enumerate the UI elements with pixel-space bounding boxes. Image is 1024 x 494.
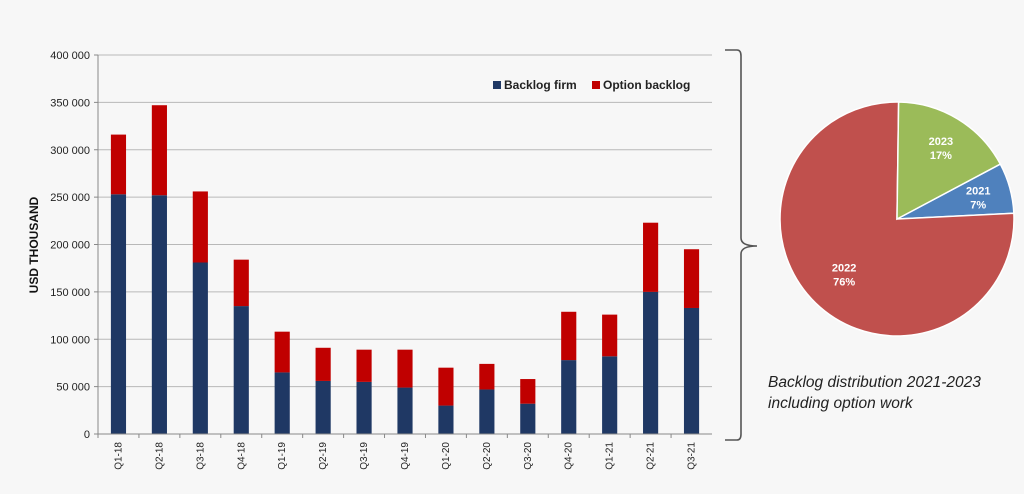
legend-swatch (493, 81, 501, 89)
y-tick-label: 200 000 (50, 240, 90, 252)
x-tick-label: Q2-19 (318, 442, 329, 470)
bar-backlog-firm (643, 291, 659, 434)
pie-label-year: 2022 (832, 263, 856, 275)
bar-option-backlog (520, 379, 536, 404)
stacked-bar-chart: 0 50 000 100 000 150 000 200 000 250 000 300 0… (27, 50, 712, 470)
bar-option-backlog (110, 134, 127, 195)
bar-option-backlog (356, 349, 372, 382)
gridlines (98, 54, 712, 388)
x-tick-label: Q2-21 (646, 442, 657, 470)
pie-label-percent: 76% (833, 277, 855, 289)
bar-option-backlog (397, 349, 413, 388)
y-axis-ticks: 0 50 000 100 000 150 000 200 000 250 000 300 0… (50, 50, 98, 441)
bar-option-backlog (151, 105, 167, 196)
pie-label-percent: 17% (930, 150, 952, 162)
x-tick-label: Q1-19 (277, 442, 288, 470)
pie-slice-2023 (896, 101, 1002, 221)
bar-option-backlog (192, 191, 208, 263)
x-tick-label: Q1-20 (441, 442, 452, 470)
legend-swatch (592, 81, 600, 89)
y-tick-label: 100 000 (50, 334, 90, 346)
bar-backlog-firm (561, 360, 577, 434)
bar-backlog-firm (233, 306, 249, 434)
bar-backlog-firm (315, 380, 331, 434)
x-tick-label: Q3-19 (359, 442, 370, 470)
y-tick-label: 250 000 (50, 192, 90, 204)
bar-option-backlog (479, 363, 495, 390)
bar-backlog-firm (110, 194, 127, 434)
bar-option-backlog (683, 249, 700, 308)
pie-caption: Backlog distribution 2021-2023 including… (768, 372, 1018, 414)
bar-backlog-firm (438, 405, 454, 434)
bar-backlog-firm (274, 372, 290, 434)
y-axis-title: USD THOUSAND (27, 196, 41, 293)
x-tick-label: Q4-20 (564, 442, 575, 470)
x-tick-label: Q4-19 (400, 442, 411, 470)
pie-label-year: 2023 (929, 136, 953, 148)
x-tick-label: Q2-18 (154, 442, 165, 470)
x-tick-label: Q2-20 (482, 442, 493, 470)
legend-label: Backlog firm (504, 78, 577, 92)
x-tick-label: Q1-21 (605, 442, 616, 470)
bar-backlog-firm (356, 381, 372, 434)
bar-backlog-firm (602, 356, 618, 434)
bar-backlog-firm (151, 195, 167, 434)
x-tick-label: Q4-18 (236, 442, 247, 470)
legend: Backlog firm Option backlog (493, 78, 690, 92)
bar-backlog-firm (479, 389, 495, 434)
bar-option-backlog (438, 367, 454, 406)
y-tick-label: 300 000 (50, 145, 90, 157)
y-tick-label: 400 000 (50, 50, 90, 62)
caption-line-2: including option work (768, 395, 913, 412)
curly-brace (725, 49, 758, 441)
legend-label: Option backlog (603, 78, 690, 92)
pie-chart: 2021 7% 2022 76% 2023 17% (779, 101, 1015, 337)
x-tick-label: Q3-20 (523, 442, 534, 470)
pie-label-year: 2021 (966, 186, 990, 198)
caption-line-1: Backlog distribution 2021-2023 (768, 374, 981, 391)
bar-option-backlog (315, 347, 331, 381)
x-tick-label: Q3-21 (687, 442, 698, 470)
bar-option-backlog (233, 259, 249, 307)
bar-backlog-firm (683, 307, 700, 434)
bar-backlog-firm (192, 262, 208, 434)
y-tick-label: 150 000 (50, 287, 90, 299)
x-tick-label: Q3-18 (195, 442, 206, 470)
bar-option-backlog (643, 222, 659, 292)
y-tick-label: 350 000 (50, 97, 90, 109)
pie-label-percent: 7% (970, 200, 986, 212)
bar-option-backlog (274, 331, 290, 373)
y-tick-label: 50 000 (56, 382, 90, 394)
bar-option-backlog (602, 314, 618, 357)
y-tick-label: 0 (84, 429, 90, 441)
bar-option-backlog (561, 311, 577, 361)
x-tick-label: Q1-18 (113, 442, 124, 470)
x-axis-ticks: Q1-18 Q2-18 Q3-18 Q4-18 Q1-19 Q2-19 Q3-19 Q4-19… (97, 434, 698, 470)
bar-backlog-firm (520, 403, 536, 434)
bars (110, 105, 700, 434)
bar-backlog-firm (397, 387, 413, 434)
